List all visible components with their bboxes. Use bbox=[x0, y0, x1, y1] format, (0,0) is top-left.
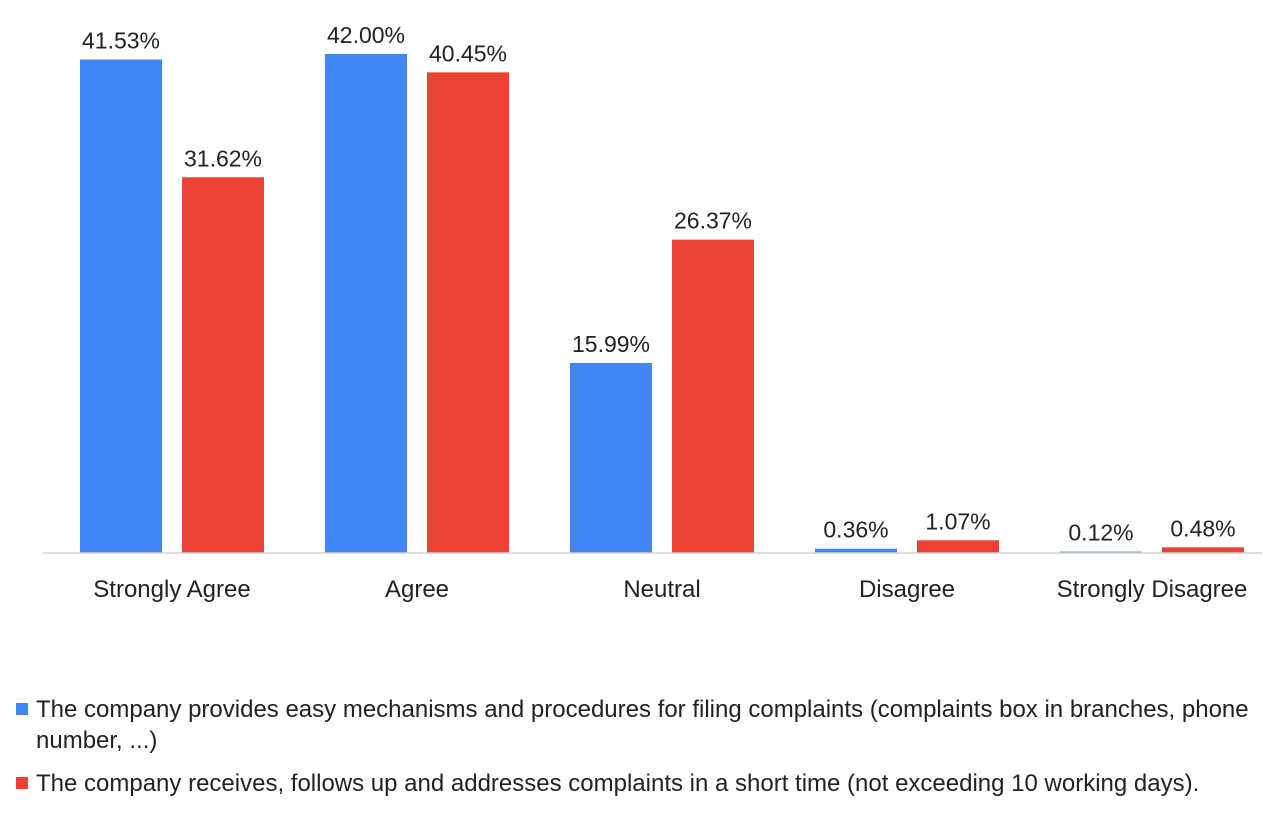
legend-label-series-2: The company receives, follows up and add… bbox=[36, 770, 1200, 797]
value-label-strongly-disagree-series-2: 0.48% bbox=[1170, 515, 1235, 541]
value-label-strongly-agree-series-2: 31.62% bbox=[184, 145, 262, 171]
category-labels-group: Strongly Agree Agree Neutral Disagree Strong… bbox=[93, 576, 1247, 603]
bar-neutral-series-1 bbox=[570, 363, 652, 553]
legend-item-series-1: The company provides easy mechanisms and… bbox=[14, 694, 1254, 756]
category-label-agree: Agree bbox=[385, 576, 449, 603]
category-label-strongly-disagree: Strongly Disagree bbox=[1057, 576, 1248, 603]
category-label-disagree: Disagree bbox=[859, 576, 955, 603]
value-label-disagree-series-2: 1.07% bbox=[925, 508, 990, 534]
bar-strongly-agree-series-2 bbox=[182, 177, 264, 553]
bar-agree-series-1 bbox=[325, 53, 407, 554]
value-label-disagree-series-1: 0.36% bbox=[823, 517, 888, 543]
bar-strongly-agree-series-1 bbox=[80, 59, 162, 554]
bar-disagree-series-1 bbox=[815, 548, 897, 553]
bar-strongly-disagree-series-2 bbox=[1162, 547, 1244, 553]
value-label-neutral-series-2: 26.37% bbox=[674, 208, 752, 234]
category-label-neutral: Neutral bbox=[623, 576, 700, 603]
bar-neutral-series-2 bbox=[672, 239, 754, 553]
value-label-agree-series-2: 40.45% bbox=[429, 40, 507, 66]
legend: The company provides easy mechanisms and… bbox=[14, 694, 1254, 811]
value-label-strongly-disagree-series-1: 0.12% bbox=[1068, 520, 1133, 546]
value-label-neutral-series-1: 15.99% bbox=[572, 331, 650, 357]
category-label-strongly-agree: Strongly Agree bbox=[93, 576, 250, 603]
bars-group bbox=[80, 53, 1244, 554]
legend-item-series-2: The company receives, follows up and add… bbox=[14, 768, 1254, 799]
legend-label-series-1: The company provides easy mechanisms and… bbox=[36, 696, 1249, 754]
legend-swatch-blue bbox=[16, 703, 28, 715]
value-label-agree-series-1: 42.00% bbox=[327, 22, 405, 48]
bar-agree-series-2 bbox=[427, 72, 509, 553]
value-label-strongly-agree-series-1: 41.53% bbox=[82, 28, 160, 54]
legend-swatch-red bbox=[16, 777, 28, 789]
value-labels-group: 41.53% 31.62% 42.00% 40.45% 15.99% 26.37% 0.36… bbox=[82, 22, 1236, 546]
bar-disagree-series-2 bbox=[917, 540, 999, 553]
bar-chart: 41.53% 31.62% 42.00% 40.45% 15.99% 26.37% 0.36… bbox=[43, 22, 1262, 603]
